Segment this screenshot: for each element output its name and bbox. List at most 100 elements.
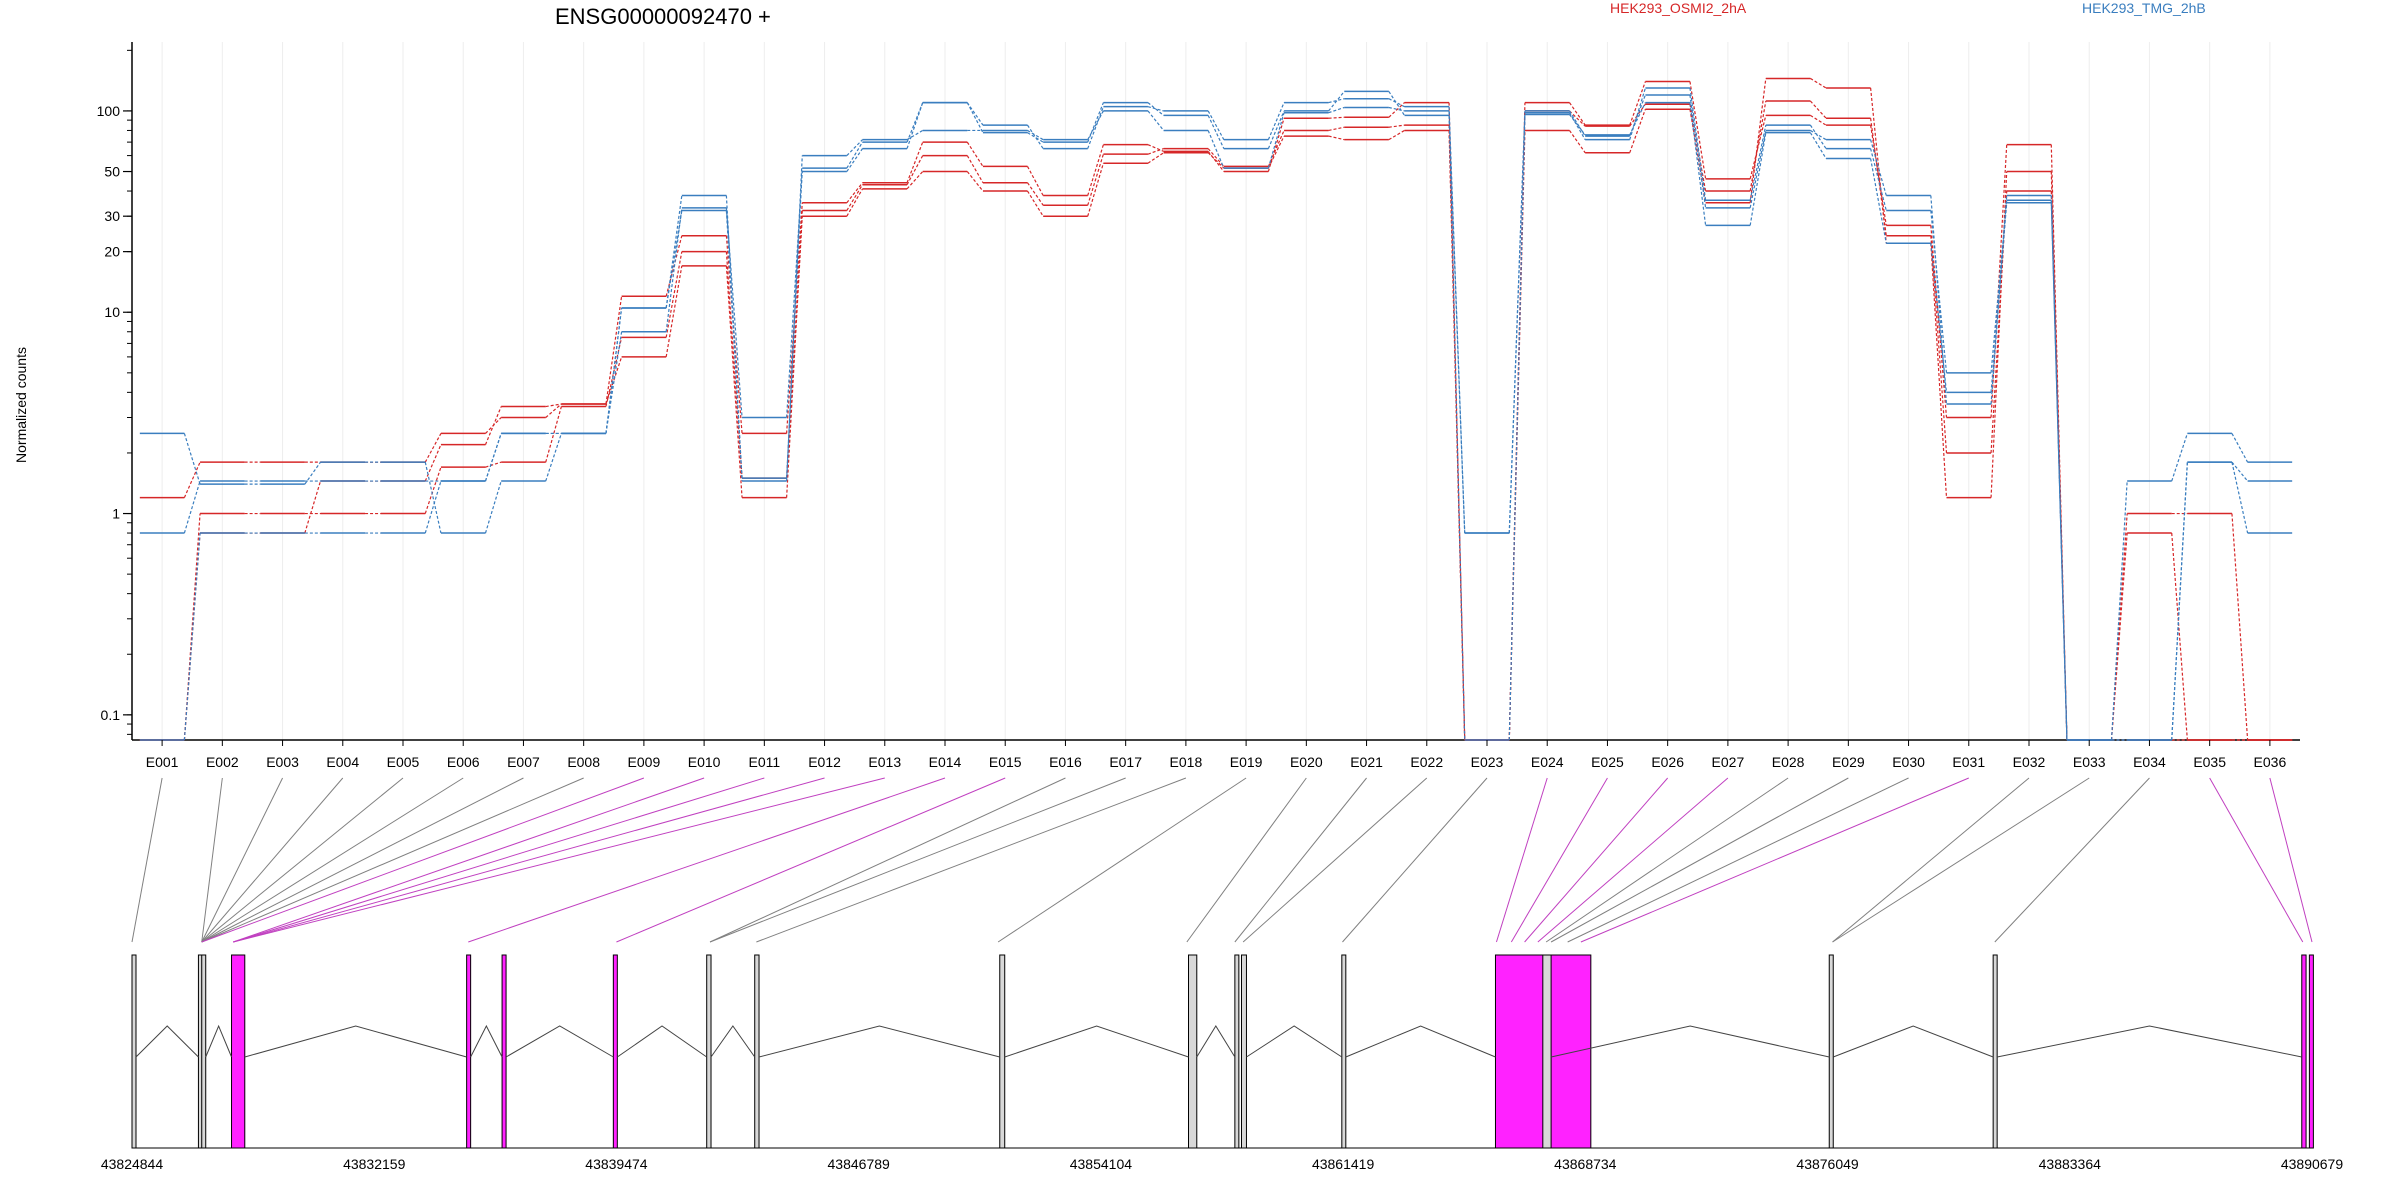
exon-link-line [1510,777,1608,943]
series-connector [846,148,863,172]
series-connector [1569,114,1586,136]
exon-block [231,954,246,1149]
series-connector [2110,533,2128,741]
x-tick-label: E035 [2193,754,2226,770]
x-tick-label: E016 [1049,754,1082,770]
series-connector [545,433,562,482]
series-connector [725,235,743,434]
series-connector [906,102,924,143]
series-connector [1388,129,1405,141]
exon-link-line [1567,777,1909,943]
series-connector [1147,106,1164,112]
x-tick-label: E012 [808,754,841,770]
series-connector [183,533,201,741]
exon-block [1234,954,1240,1149]
exon-block [2301,954,2307,1149]
series-connector [1749,132,1767,226]
series-connector [1026,166,1044,196]
series-connector [1749,125,1767,201]
intron-line [758,1025,1000,1058]
x-tick-label: E023 [1471,754,1504,770]
series-connector [906,129,924,141]
intron-line [1345,1025,1496,1058]
series-connector [786,216,803,498]
exon-link-line [616,777,1006,943]
series-connector [1810,129,1827,141]
legend-label-tmg: HEK293_TMG_2hB [2082,0,2206,16]
series-connector [183,513,201,741]
grid-layer [161,42,2271,740]
series-connector [906,141,924,183]
exon-link-line [1994,777,2150,943]
genome-tick-label: 43846789 [828,1156,891,1172]
exon-link-line [233,777,765,943]
series-connector [1388,91,1405,116]
intron-line [1550,1025,1830,1058]
exon-link-layer [131,777,2313,943]
series-connector [1388,124,1405,128]
series-connector [1207,130,1225,169]
exon-link-line [131,777,163,943]
exon-link-line [1832,777,2090,943]
exon-link-line [1524,777,1669,943]
series-connector [1810,77,1827,89]
x-tick-label: E011 [748,754,780,770]
series-connector [1629,87,1646,140]
intron-line [1997,1025,2302,1058]
exon-link-line [233,777,825,943]
series-connector [1749,100,1767,192]
exon-link-line [2269,777,2313,943]
series-connector [966,155,984,184]
series-connector [2231,461,2249,482]
series-connector [1930,243,1948,498]
series-connector [1689,87,1707,201]
series-connector [1267,135,1285,169]
series-connector [2231,513,2249,741]
exon-block [201,954,207,1149]
series-connector [1749,115,1767,179]
series-connector [1569,110,1586,127]
series-connector [545,403,562,408]
series-connector [1629,81,1646,126]
series-connector [1809,132,1827,159]
exon-link-line [1580,777,1969,943]
series-connector [1027,132,1044,143]
x-tick-label: E034 [2133,754,2166,770]
series-connector [1328,106,1345,114]
exon-link-line [997,777,1247,943]
series-connector [1990,191,2008,453]
series-connector [2050,202,2068,741]
genome-tick-label: 43868734 [1554,1156,1617,1172]
exon-block [754,954,760,1149]
exon-link-line [1495,777,1548,943]
series-connector [1087,106,1104,149]
series-connector [424,466,442,514]
series-connector [424,444,442,482]
axis-layer: 0.1 1 10 20 30 50 100 [97,42,2300,741]
exon-link-line [201,777,645,943]
series-connector [2171,433,2188,482]
series-connector [665,265,683,357]
series-connector [665,195,683,309]
x-tick-label: E004 [326,754,359,770]
intron-line [470,1024,503,1058]
y-tick-label: 1 [112,506,120,522]
x-tick-label: E027 [1712,754,1745,770]
series-connector [1689,102,1707,226]
x-tick-label: E007 [507,754,540,770]
exon-link-line [233,777,885,943]
series-connector [1810,114,1827,126]
intron-line [1004,1025,1189,1058]
series-connector [1568,112,1586,140]
series-connector [1328,98,1345,104]
exon-block [2308,954,2314,1149]
series-connector [1870,158,1887,244]
series-connector [545,406,562,463]
series-connector [484,433,502,482]
series-connector [1629,108,1646,153]
x-tick-label: E001 [146,754,179,770]
series-connector [1388,106,1405,112]
series-connector [485,461,502,468]
x-tick-label: E033 [2073,754,2106,770]
series-connector [1207,152,1225,169]
